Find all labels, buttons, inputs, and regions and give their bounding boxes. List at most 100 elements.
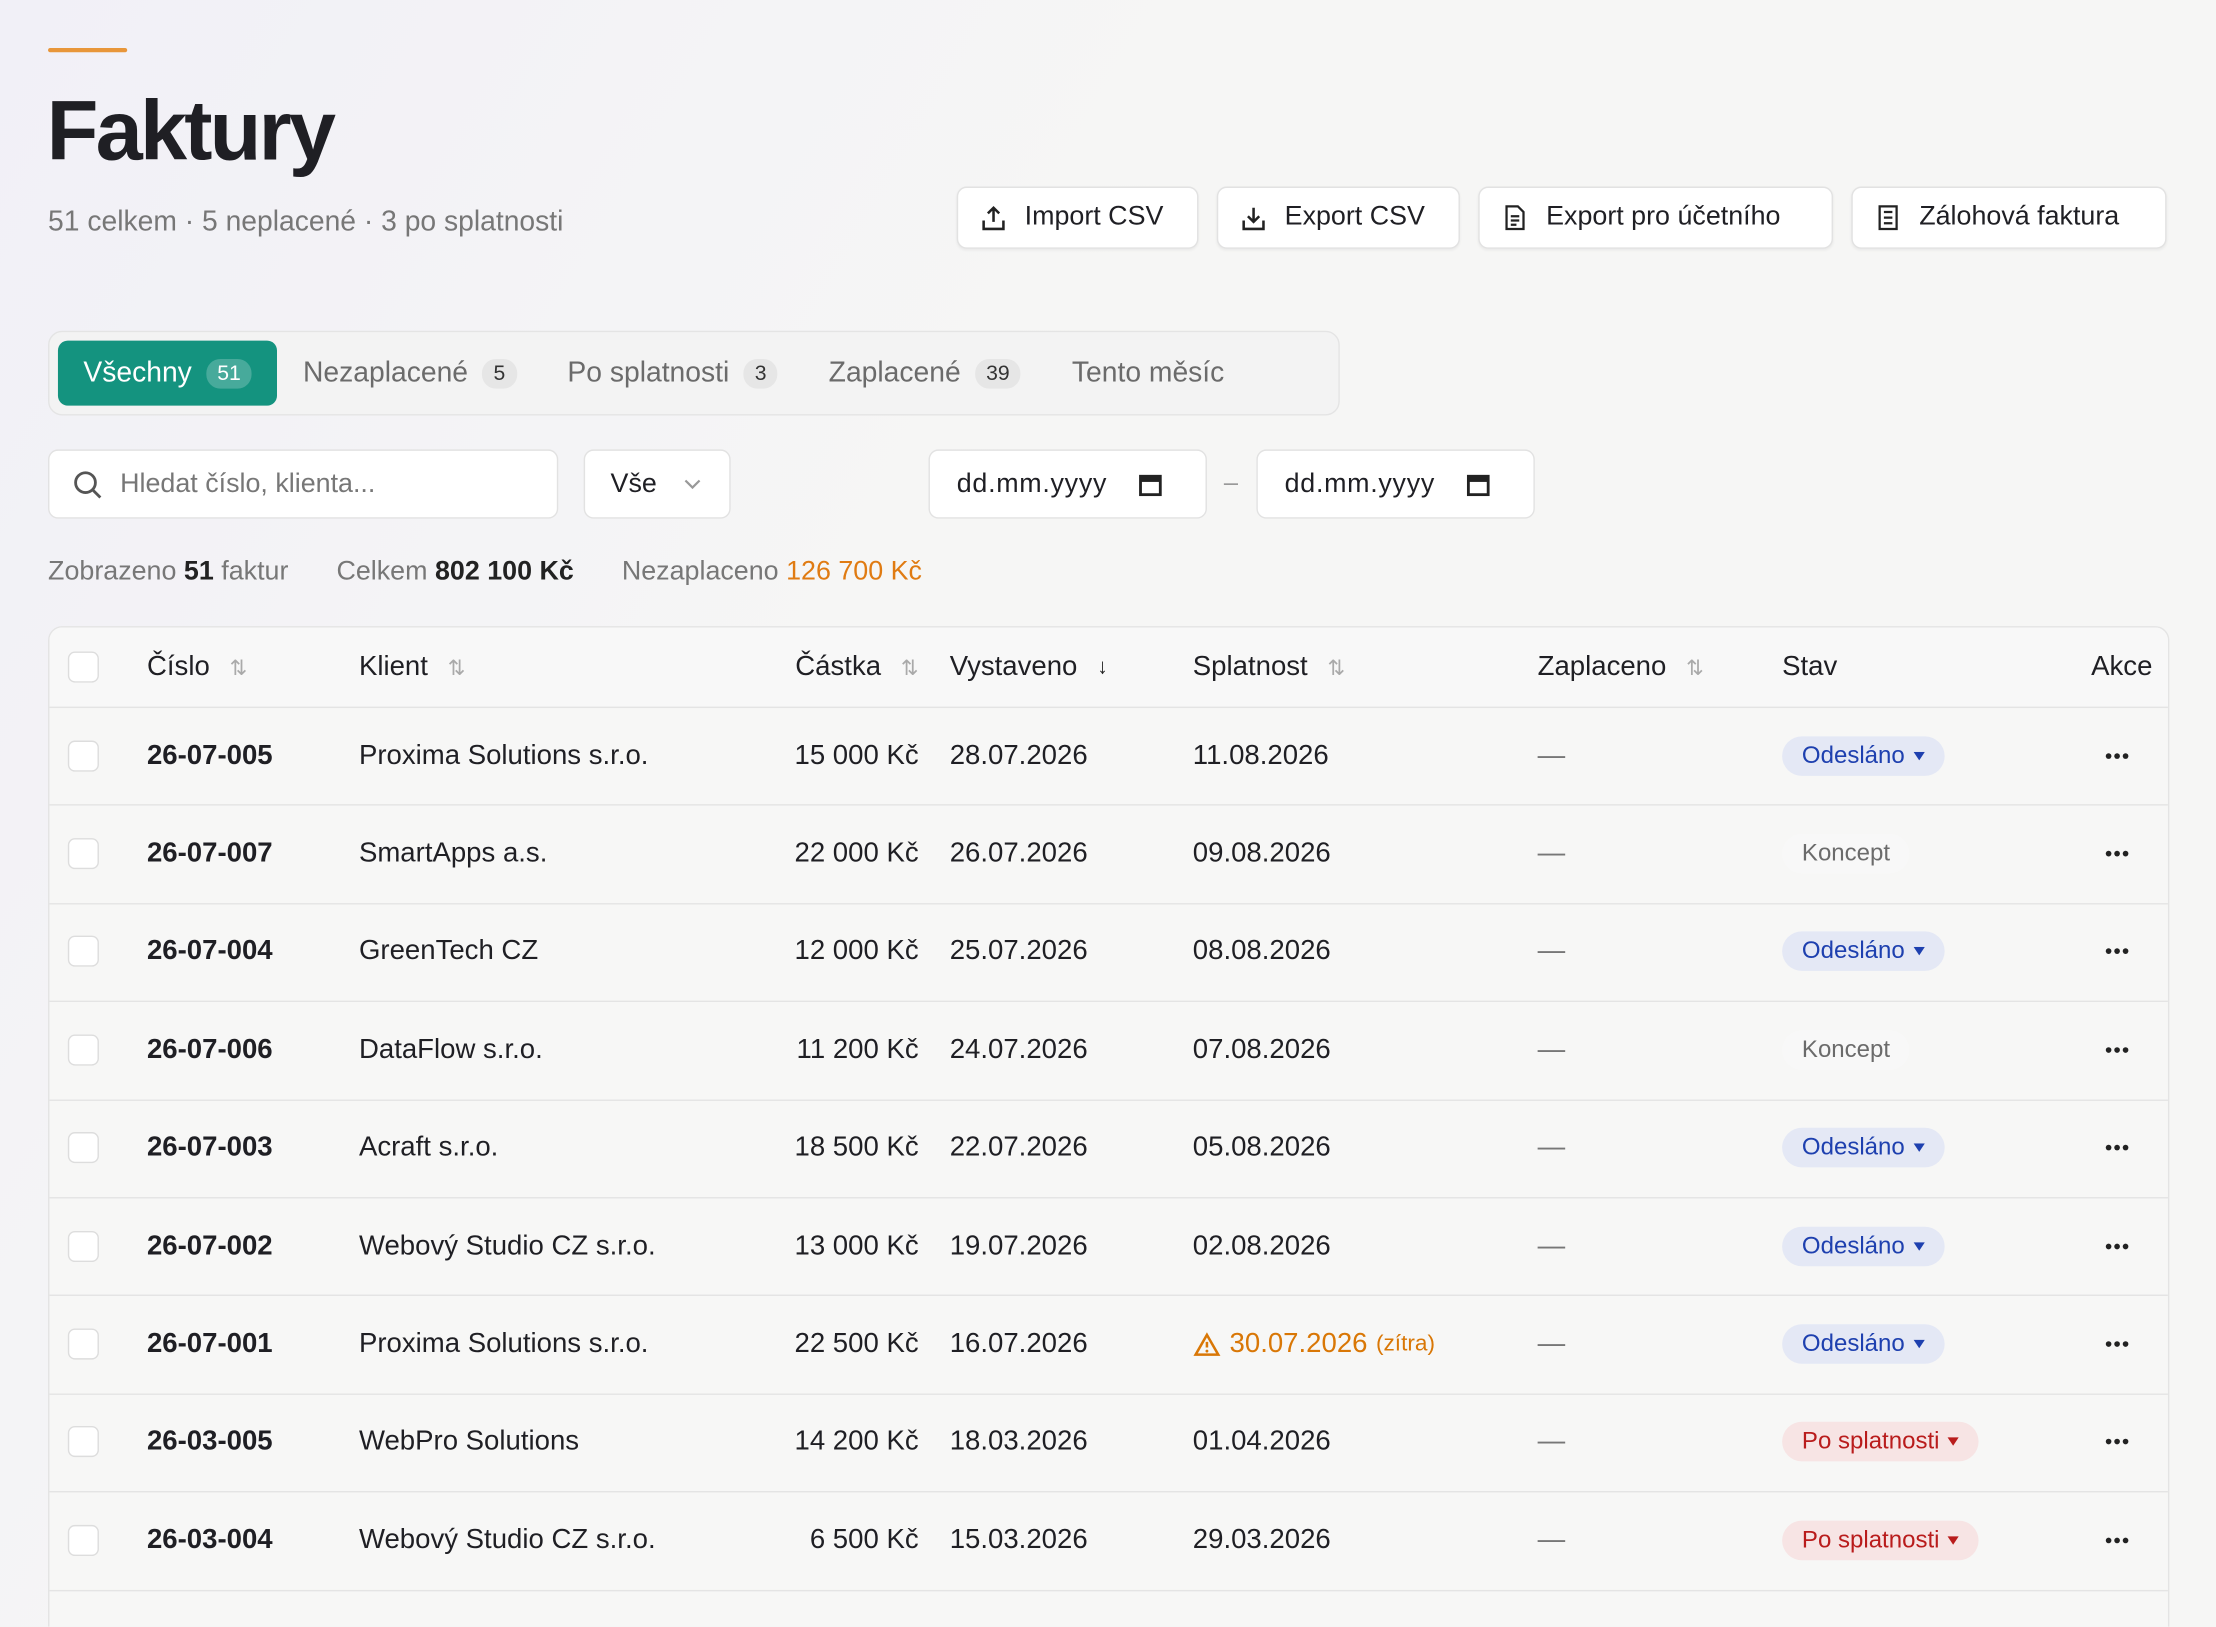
due-date: 01.04.2026 <box>1193 1426 1331 1459</box>
action-button[interactable]: Export CSV <box>1216 186 1460 249</box>
row-actions[interactable] <box>2104 1536 2129 1544</box>
select-all-checkbox[interactable] <box>67 651 99 683</box>
more-icon <box>2105 1047 2129 1053</box>
warning-icon <box>1193 1331 1221 1356</box>
tab-bar: Všechny 51 Nezaplacené 5 Po splatnosti 3 Zapla… <box>48 330 1340 416</box>
date-to[interactable]: dd.mm.yyyy <box>1256 449 1535 519</box>
action-button[interactable]: Export pro účetního <box>1478 186 1834 249</box>
invoice-number[interactable]: 26-03-004 <box>146 1524 273 1556</box>
more-icon <box>2105 1439 2129 1446</box>
status-label: Odesláno <box>1801 1231 1905 1259</box>
row-actions[interactable] <box>2104 849 2129 857</box>
invoice-number[interactable]: 26-07-003 <box>146 1131 273 1163</box>
status-label: Odesláno <box>1801 937 1905 965</box>
summary-shown: Zobrazeno 51 faktur <box>48 557 288 588</box>
status-badge[interactable]: Po splatnosti <box>1782 1422 1980 1463</box>
table-header: Číslo ⇅ Klient ⇅ Částka ⇅ Vystaveno ↓ Splatnost ⇅… <box>49 627 2168 709</box>
due-date: 09.08.2026 <box>1193 837 1331 870</box>
column-label: Klient <box>358 650 428 682</box>
row-checkbox[interactable] <box>67 1524 99 1556</box>
row-actions[interactable] <box>2104 751 2129 759</box>
tab-label: Všechny <box>83 356 192 388</box>
invoice-number[interactable]: 26-07-001 <box>146 1327 273 1359</box>
column-header[interactable]: Splatnost ⇅ <box>1193 651 1345 684</box>
paid-date: — <box>1537 739 1566 771</box>
paid-date: — <box>1537 1033 1566 1065</box>
sort-icon: ⇅ <box>447 655 466 680</box>
tab[interactable]: Po splatnosti 3 <box>542 341 803 406</box>
tab-label: Nezaplacené <box>303 356 469 388</box>
status-badge[interactable]: Odesláno <box>1782 735 1945 776</box>
due-value: 05.08.2026 <box>1192 1131 1331 1163</box>
tab[interactable]: Všechny 51 <box>57 340 278 406</box>
due-date: 29.03.2026 <box>1193 1524 1331 1557</box>
row-checkbox[interactable] <box>67 740 99 772</box>
row-checkbox[interactable] <box>67 1328 99 1360</box>
due-date: 30.07.2026 (zítra) <box>1193 1328 1435 1361</box>
column-header: Akce <box>2091 651 2152 684</box>
label: Celkem <box>336 556 428 587</box>
row-checkbox[interactable] <box>67 1230 99 1262</box>
button-label: Export CSV <box>1284 202 1425 232</box>
status-badge[interactable]: Odesláno <box>1782 1226 1945 1266</box>
button-label: Import CSV <box>1024 202 1164 232</box>
search-icon <box>74 470 102 498</box>
row-actions[interactable] <box>2104 1340 2129 1348</box>
row-actions[interactable] <box>2104 948 2129 956</box>
status-badge: Koncept <box>1782 1030 1910 1070</box>
row-checkbox[interactable] <box>67 838 99 870</box>
invoice-number[interactable]: 26-03-005 <box>146 1425 273 1458</box>
status-badge[interactable]: Odesláno <box>1782 1324 1945 1364</box>
amount: 12 000 Kč <box>794 935 919 967</box>
amount: 22 000 Kč <box>794 837 919 869</box>
issued-date: 24.07.2026 <box>949 1033 1088 1065</box>
status-badge[interactable]: Odesláno <box>1782 1128 1945 1168</box>
invoice-number[interactable]: 26-07-004 <box>146 935 273 967</box>
row-checkbox[interactable] <box>67 1132 99 1164</box>
tab-count: 5 <box>482 358 517 388</box>
tab-label: Zaplacené <box>828 356 961 388</box>
column-header[interactable]: Klient ⇅ <box>359 651 466 684</box>
status-label: Po splatnosti <box>1801 1428 1940 1455</box>
invoice-number[interactable]: 26-07-006 <box>146 1033 273 1065</box>
due-value: 30.07.2026 <box>1229 1327 1368 1359</box>
amount: 14 200 Kč <box>794 1425 919 1458</box>
column-header[interactable]: Zaplaceno ⇅ <box>1538 651 1704 684</box>
action-button[interactable]: Zálohová faktura <box>1851 186 2167 249</box>
row-actions[interactable] <box>2104 1046 2129 1054</box>
date-from[interactable]: dd.mm.yyyy <box>928 449 1207 519</box>
due-value: 07.08.2026 <box>1192 1033 1331 1065</box>
row-actions[interactable] <box>2104 1242 2129 1250</box>
column-header[interactable]: Částka ⇅ <box>795 651 918 684</box>
row-checkbox[interactable] <box>67 936 99 968</box>
status-badge: Koncept <box>1782 833 1910 874</box>
column-header: Stav <box>1782 651 1837 684</box>
column-header[interactable]: Vystaveno ↓ <box>950 651 1108 684</box>
more-icon <box>2105 948 2129 955</box>
tab[interactable]: Tento měsíc <box>1046 341 1249 406</box>
status-badge[interactable]: Po splatnosti <box>1782 1520 1980 1561</box>
client: SmartApps a.s. <box>358 837 548 869</box>
row-actions[interactable] <box>2104 1144 2129 1152</box>
value: 126 700 Kč <box>786 556 922 587</box>
row-actions[interactable] <box>2104 1438 2129 1446</box>
invoice-number[interactable]: 26-07-002 <box>146 1229 273 1261</box>
client: WebPro Solutions <box>358 1425 580 1458</box>
invoice-number[interactable]: 26-07-005 <box>146 739 273 771</box>
column-label: Stav <box>1782 650 1838 682</box>
button-label: Zálohová faktura <box>1919 202 2120 232</box>
amount: 11 200 Kč <box>796 1033 919 1065</box>
invoice-number[interactable]: 26-07-007 <box>146 837 273 869</box>
tab[interactable]: Nezaplacené 5 <box>278 341 542 406</box>
issued-date: 19.07.2026 <box>949 1229 1088 1261</box>
status-select[interactable]: Vše <box>583 449 731 519</box>
status-badge[interactable]: Odesláno <box>1782 932 1945 972</box>
row-checkbox[interactable] <box>67 1034 99 1066</box>
action-button[interactable]: Import CSV <box>956 186 1199 249</box>
tab[interactable]: Zaplacené 39 <box>803 341 1046 406</box>
row-checkbox[interactable] <box>67 1426 99 1458</box>
column-header[interactable]: Číslo ⇅ <box>147 651 247 684</box>
search[interactable]: Hledat číslo, klienta... <box>48 449 559 519</box>
due-value: 09.08.2026 <box>1192 837 1331 869</box>
